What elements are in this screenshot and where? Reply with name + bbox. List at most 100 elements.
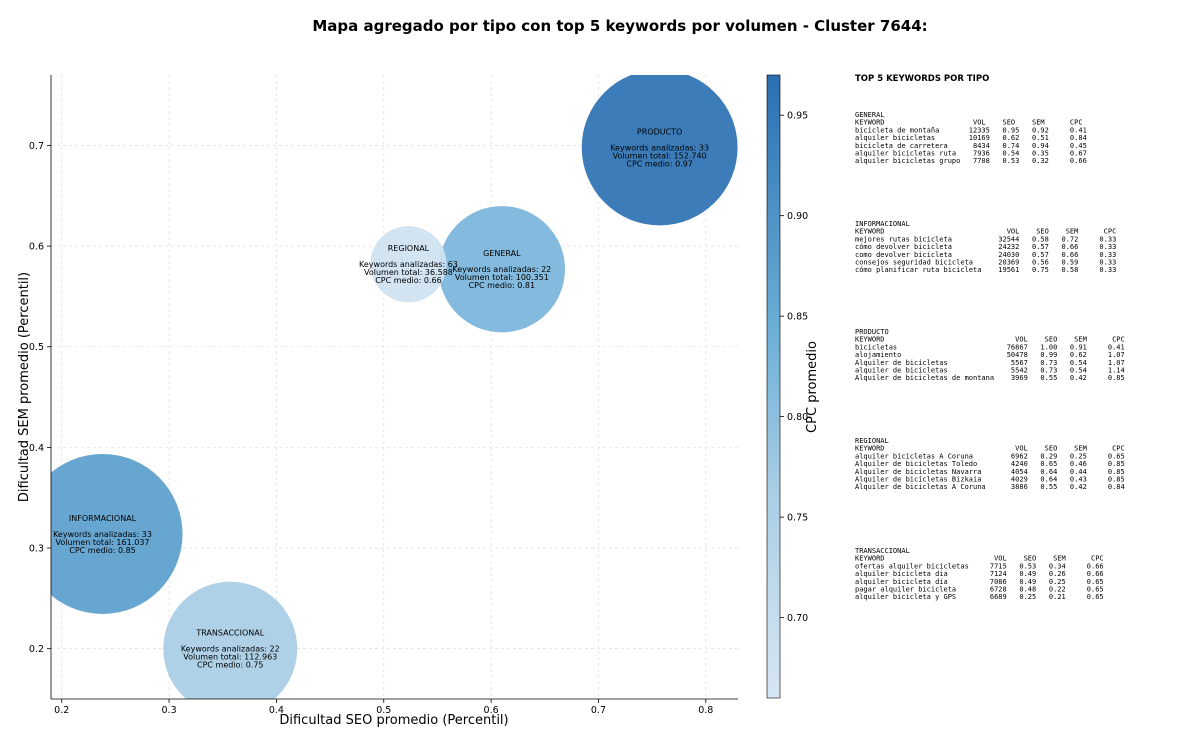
bubble-stat-label: Volumen total: 152.740 [613,151,707,160]
panel-keyword-row: Alquiler de bicicletas 5567 0.73 0.54 1.… [855,359,1125,367]
panel-keyword-row: Alquiler de bicicletas A Coruna 3886 0.5… [855,483,1125,491]
bubble-stat-label: Keywords analizadas: 33 [610,143,709,152]
y-tick-label: 0.6 [29,242,44,253]
x-tick-label: 0.5 [376,705,391,716]
x-ticks: 0.2 0.3 0.4 0.5 0.6 0.7 0.8 [54,699,713,716]
panel-keyword-row: alquiler bicicletas 10169 0.62 0.51 0.84 [855,134,1087,142]
colorbar-label: CPC promedio [805,341,820,433]
x-axis-label: Dificultad SEO promedio (Percentil) [279,713,508,728]
panel-keyword-row: bicicleta de carretera 8434 0.74 0.94 0.… [855,142,1087,150]
bubble-transaccional [163,581,298,699]
colorbar-tick-label: 0.75 [787,513,808,524]
panel-keyword-row: mejores rutas bicicleta 32544 0.58 0.72 … [855,235,1116,243]
bubble-stat-label: CPC medio: 0.97 [626,159,693,168]
bubble-stat-label: Keywords analizadas: 63 [359,260,458,269]
panel-keyword-row: alquiler bicicletas grupo 7708 0.53 0.32… [855,157,1087,165]
panel-keyword-row: pagar alquiler bicicleta 6728 0.48 0.22 … [855,586,1104,594]
panel-keyword-row: cómo planificar ruta bicicleta 19561 0.7… [855,266,1116,274]
panel-keyword-row: Alquiler de bicicletas Toledo 4240 0.65 … [855,460,1125,468]
x-tick-label: 0.7 [591,705,606,716]
x-tick-label: 0.2 [54,705,69,716]
colorbar [766,74,781,699]
panel-keyword-row: alquiler bicicleta y GPS 6689 0.25 0.21 … [855,593,1104,601]
panel-keyword-row: alquiler bicicleta dia 7124 0.49 0.26 0.… [855,570,1104,578]
bubble-label-informacional: INFORMACIONAL Keywords analizadas: 33Volu… [53,514,152,555]
colorbar-tick-label: 0.85 [787,312,808,323]
bubble-type-label: GENERAL [483,249,521,258]
colorbar-ticks: 0.70 0.75 0.80 0.85 0.90 0.95 [780,111,808,624]
panel-group-header: KEYWORD VOL SEO SEM CPC [855,119,1083,127]
panel-keyword-row: alquiler bicicleta día 7086 0.49 0.25 0.… [855,578,1104,586]
panel-keyword-row: Alquiler de bicicletas Navarra 4054 0.64… [855,468,1125,476]
bubble-informacional [51,453,183,614]
colorbar-tick-label: 0.90 [787,211,808,222]
bubble-stat-label: Keywords analizadas: 22 [181,645,280,654]
panel-keyword-row: bicicleta de montaña 12335 0.95 0.92 0.4… [855,126,1087,134]
bubble-type-label: INFORMACIONAL [69,514,137,523]
panel-group-header: KEYWORD VOL SEO SEM CPC [855,336,1125,344]
panel-keyword-row: Alquiler de bicicletas de montana 3969 0… [855,374,1125,382]
panel-group-name: GENERAL [855,111,885,119]
y-tick-label: 0.7 [29,141,44,152]
bubble-type-label: TRANSACCIONAL [195,629,264,638]
colorbar-tick-label: 0.80 [787,412,808,423]
panel-keyword-row: bicicletas 76867 1.00 0.91 0.41 [855,343,1125,351]
x-tick-label: 0.6 [484,705,499,716]
bubble-stat-label: Volumen total: 100.351 [455,273,549,282]
gridlines [51,75,738,699]
panel-keyword-row: alquiler bicicletas ruta 7936 0.54 0.35 … [855,150,1087,158]
panel-keyword-row: consejos seguridad bicicleta 20369 0.56 … [855,259,1116,267]
bubble-type-label: REGIONAL [388,244,430,253]
bubble-stat-label: CPC medio: 0.75 [197,661,264,670]
panel-group-header: KEYWORD VOL SEO SEM CPC [855,445,1125,453]
panel-keyword-row: alquiler de bicicletas 5542 0.73 0.54 1.… [855,367,1125,375]
bubble-general [438,206,565,333]
panel-group-name: TRANSACCIONAL [855,547,910,555]
bubble-stat-label: Volumen total: 112.963 [183,653,277,662]
panel-title: TOP 5 KEYWORDS POR TIPO [855,74,989,84]
x-tick-label: 0.3 [162,705,177,716]
bubble-stat-label: Volumen total: 161.037 [56,538,150,547]
panel-group-name: PRODUCTO [855,328,889,336]
bubble-stat-label: Keywords analizadas: 33 [53,530,152,539]
y-ticks: 0.2 0.3 0.4 0.5 0.6 0.7 [29,141,51,655]
panel-group-name: INFORMACIONAL [855,220,910,228]
bubble-stat-label: CPC medio: 0.66 [375,276,442,285]
panel-keyword-row: ofertas alquiler bicicletas 7715 0.53 0.… [855,562,1104,570]
y-tick-label: 0.4 [29,443,44,454]
panel-keyword-row: alojamiento 50478 0.99 0.62 1.07 [855,351,1125,359]
x-tick-label: 0.4 [269,705,284,716]
panel-keyword-row: Alquiler de bicicletas Bizkaia 4029 0.64… [855,476,1125,484]
panel-keyword-row: como devolver bicicleta 24030 0.57 0.66 … [855,251,1116,259]
colorbar-tick-label: 0.95 [787,111,808,122]
bubble-stat-label: Keywords analizadas: 22 [452,265,551,274]
x-tick-label: 0.8 [698,705,713,716]
y-tick-label: 0.5 [29,342,44,353]
bubble-producto [581,75,738,226]
bubble-stat-label: CPC medio: 0.85 [69,546,136,555]
y-tick-label: 0.3 [29,544,44,555]
bubble-stat-label: CPC medio: 0.81 [469,281,536,290]
bubble-regional [370,226,447,303]
bubble-type-label: PRODUCTO [637,127,682,136]
chart-title: Mapa agregado por tipo con top 5 keyword… [312,17,927,35]
colorbar-tick-label: 0.70 [787,613,808,624]
panel-keyword-row: alquiler bicicletas A Coruna 6962 0.29 0… [855,452,1125,460]
panel-group-header: KEYWORD VOL SEO SEM CPC [855,555,1104,563]
y-axis-label: Dificultad SEM promedio (Percentil) [17,272,32,502]
panel-keyword-row: cómo devolver bicicleta 24232 0.57 0.66 … [855,243,1116,251]
bubble-stat-label: Volumen total: 36.588 [364,268,453,277]
y-tick-label: 0.2 [29,644,44,655]
bubble-label-transaccional: TRANSACCIONAL Keywords analizadas: 22Volu… [181,629,280,670]
panel-group-name: REGIONAL [855,437,889,445]
